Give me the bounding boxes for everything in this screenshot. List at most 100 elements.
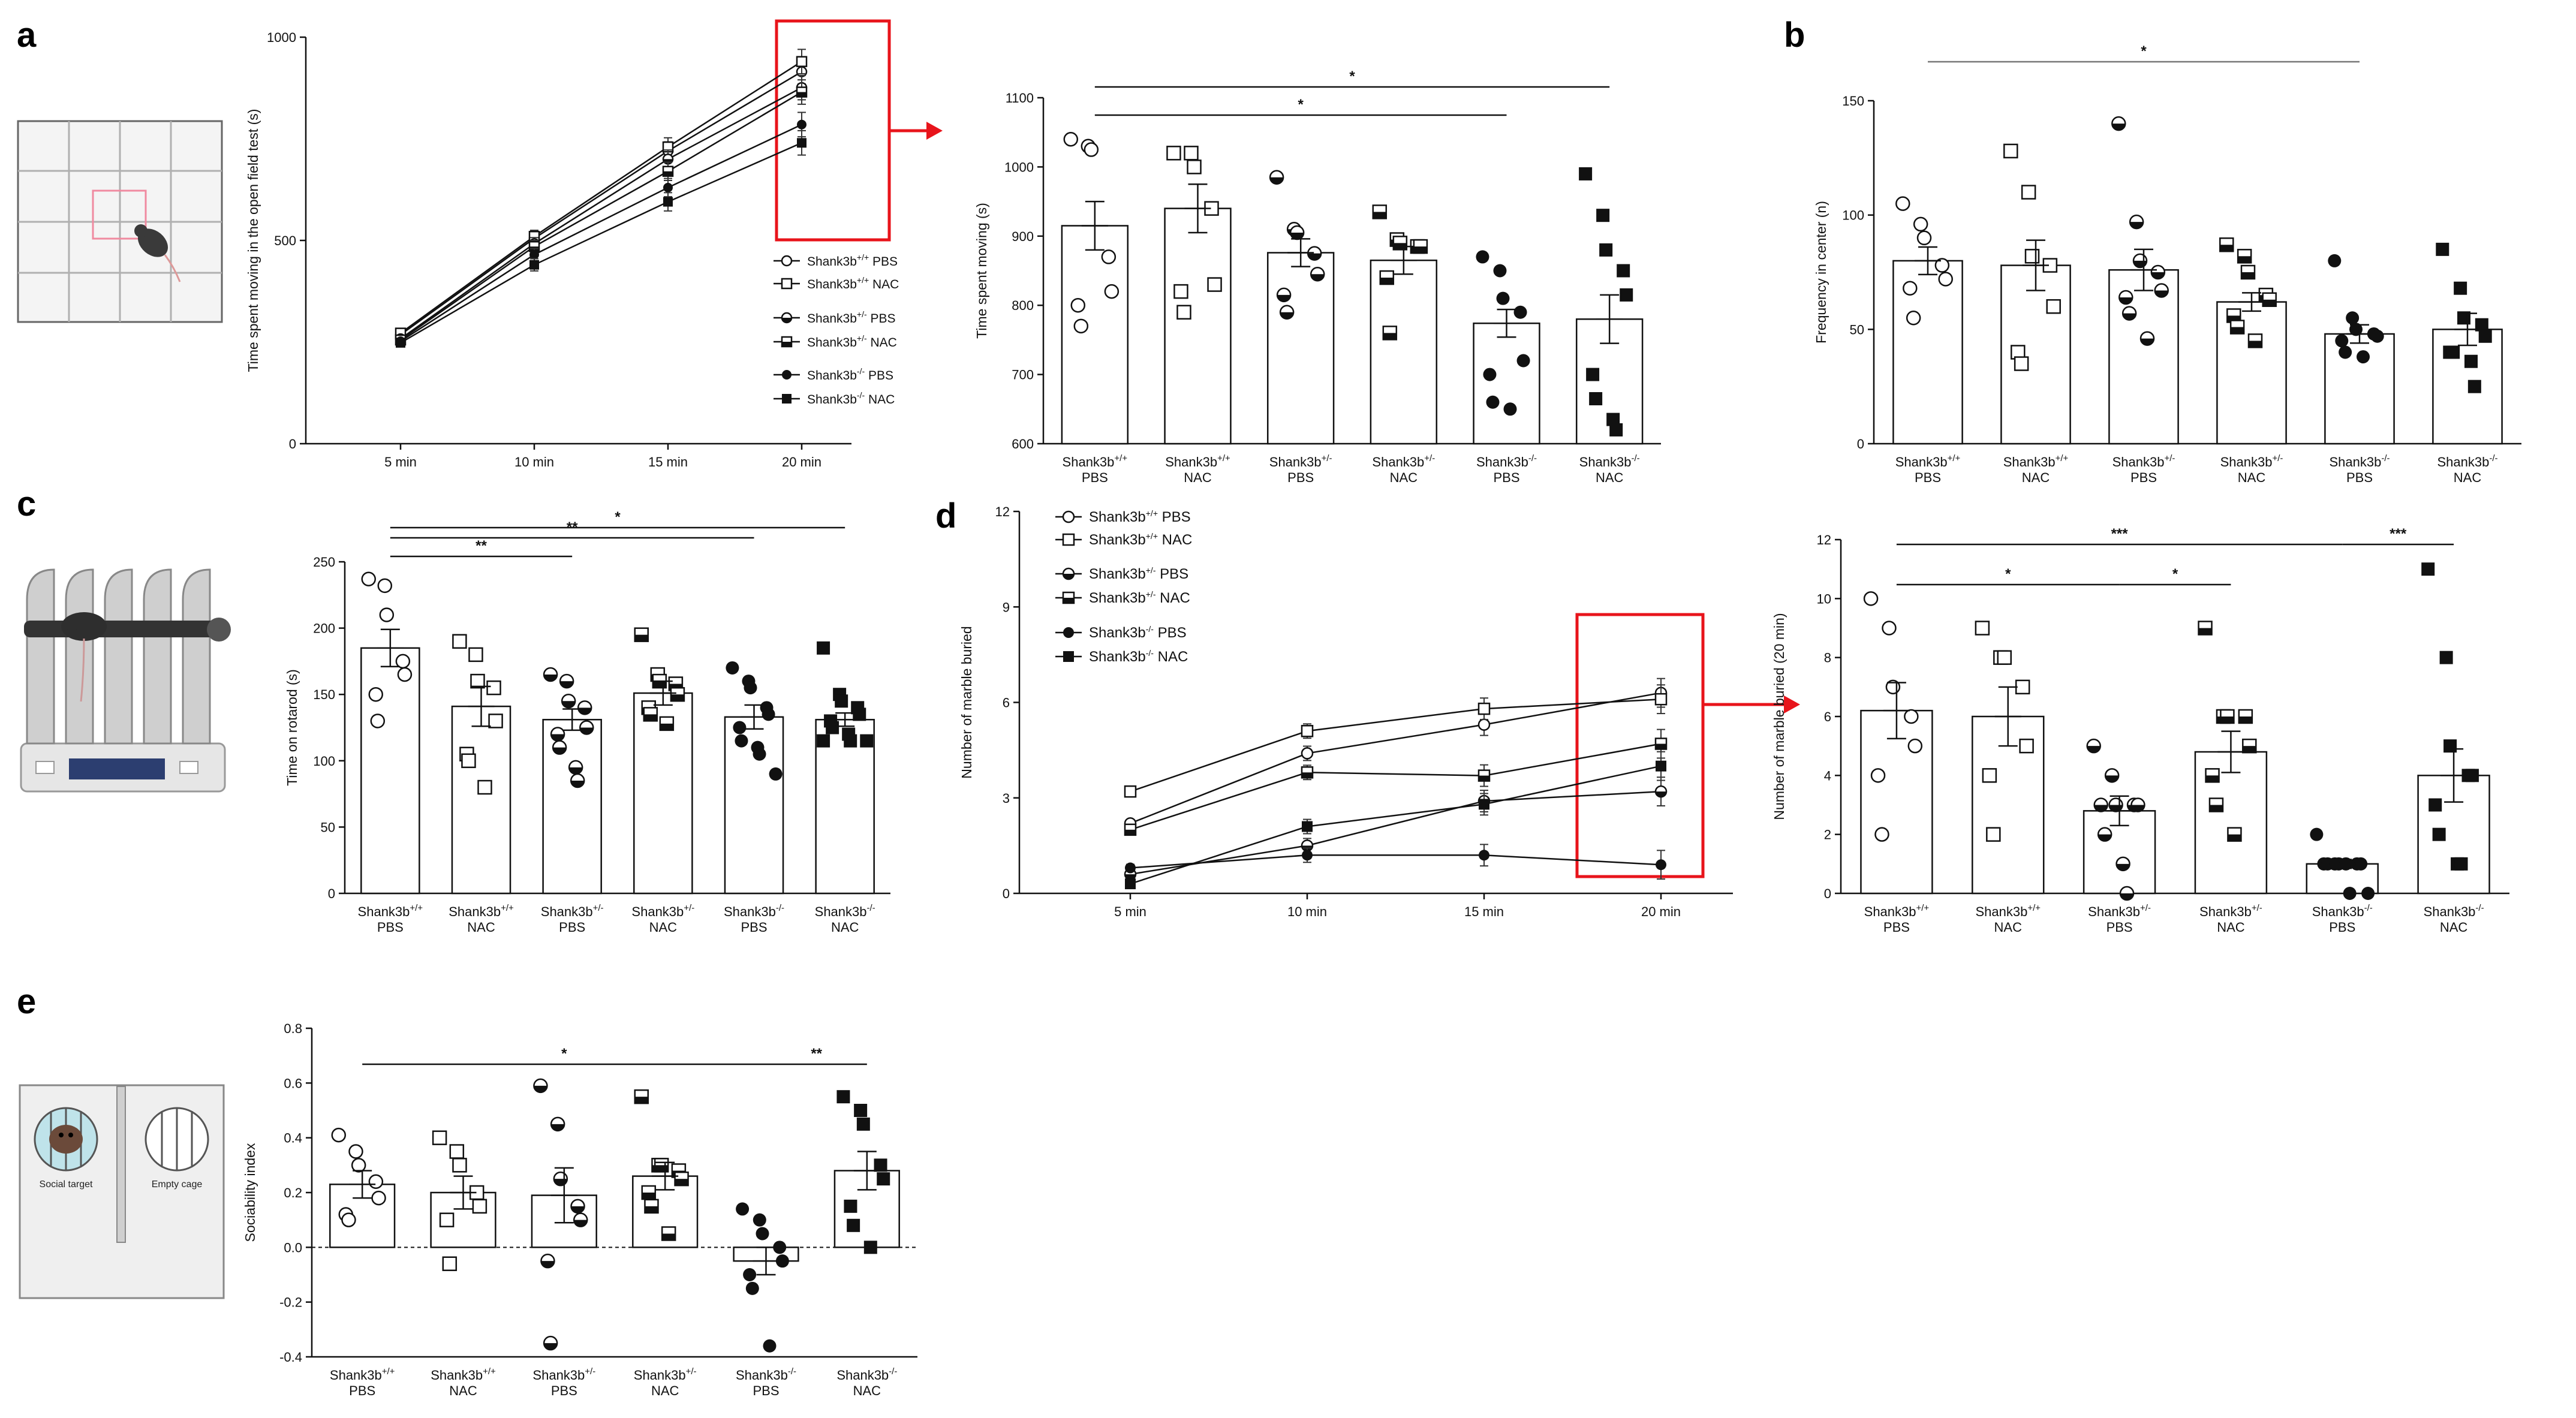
x-tick-label: PBS [2130, 470, 2157, 485]
x-tick-label: Shank3b+/+ [2003, 453, 2069, 469]
y-tick-label: -0.4 [279, 1350, 302, 1365]
data-point-fill [1270, 177, 1284, 184]
label-genotype: +/- [2140, 903, 2151, 913]
data-point-fill [553, 747, 567, 754]
x-tick-label: NAC [1184, 470, 1212, 485]
y-tick-label: 2 [1824, 827, 1831, 842]
series-line [400, 124, 802, 342]
data-point [397, 667, 413, 682]
data-point [2443, 739, 2457, 753]
legend-marker [782, 370, 792, 380]
label-genotype: +/+ [2056, 453, 2069, 463]
data-point [1599, 243, 1613, 257]
y-axis-title: Time on rotarod (s) [284, 669, 300, 786]
data-point [1173, 284, 1188, 299]
significance-label: ** [476, 538, 487, 554]
data-point [877, 1172, 890, 1186]
data-point-fill [2087, 746, 2100, 753]
x-tick-label: NAC [1596, 470, 1624, 485]
x-tick-label: Shank3b+/- [532, 1366, 595, 1383]
data-point-fill [2119, 297, 2133, 304]
legend-treatment: PBS [865, 369, 893, 383]
x-tick-label: 5 min [384, 454, 417, 469]
y-tick-label: 1000 [1004, 159, 1034, 174]
series-line [1130, 698, 1662, 793]
data-point-fill [2151, 272, 2165, 279]
label-prefix: Shank3b [358, 904, 410, 919]
legend-label: Shank3b+/- NAC [1089, 589, 1190, 606]
data-point [1125, 862, 1136, 874]
data-point-fill [1280, 312, 1294, 319]
data-point [331, 1127, 347, 1143]
data-point [1483, 368, 1497, 381]
data-point [863, 1241, 877, 1254]
data-point [1104, 284, 1120, 299]
legend-label: Shank3b-/- NAC [1089, 648, 1188, 665]
chart-d-line: 0 3 6 9 12 5 min 10 min 15 min 20 min Number of m… [959, 504, 1733, 919]
data-point-fill [541, 1261, 555, 1268]
x-tick-label: NAC [2217, 920, 2245, 935]
label-genotype: +/+ [1948, 453, 1961, 463]
y-tick-label: 6 [1003, 696, 1010, 710]
data-point-fill [1302, 772, 1313, 778]
data-point-fill [2262, 299, 2276, 306]
y-tick-label: 4 [1824, 768, 1831, 783]
data-point [826, 721, 839, 734]
data-point-fill [574, 1220, 588, 1227]
series-line [1130, 743, 1662, 831]
data-point [1513, 305, 1527, 319]
label-genotype: +/- [585, 1366, 595, 1377]
data-point-fill [2105, 775, 2119, 782]
bar [2324, 333, 2395, 445]
arrow-a [890, 122, 943, 140]
data-point [377, 578, 393, 594]
data-point [663, 182, 673, 192]
data-point-fill [2116, 863, 2130, 871]
data-point [1486, 395, 1500, 409]
data-point [2439, 651, 2453, 664]
data-point [856, 1117, 870, 1131]
data-point [2015, 679, 2030, 695]
data-point [1579, 167, 1593, 180]
data-point [2310, 827, 2324, 841]
x-tick-label: PBS [1915, 470, 1941, 485]
data-point [756, 1227, 769, 1241]
sociability-illustration: Social target Empty cage [19, 1084, 225, 1299]
data-point [1606, 413, 1620, 426]
data-point [2019, 738, 2034, 754]
data-point-fill [2130, 222, 2144, 229]
data-point [1207, 277, 1222, 292]
label-genotype: +/+ [382, 1366, 395, 1377]
series-line [400, 142, 802, 344]
data-point [1609, 423, 1623, 436]
data-point [1479, 850, 1489, 861]
x-tick-label: Shank3b-/- [1476, 453, 1537, 469]
data-point [361, 571, 376, 587]
data-point-fill [660, 723, 673, 730]
x-tick-label: 10 min [514, 454, 554, 469]
data-point [1516, 354, 1530, 368]
data-point [529, 260, 539, 270]
bar [1164, 207, 1232, 445]
data-point-fill [663, 171, 673, 176]
data-point [1656, 859, 1666, 871]
data-point [2421, 562, 2435, 576]
legend-treatment: PBS [1155, 566, 1188, 582]
data-point-fill [645, 1206, 658, 1213]
data-point [486, 680, 501, 696]
label-prefix: Shank3b [724, 904, 776, 919]
legend-marker [781, 255, 793, 267]
significance-label: *** [2390, 526, 2407, 542]
y-tick-label: -0.2 [279, 1295, 302, 1310]
data-point [379, 607, 395, 622]
data-point-fill [2098, 834, 2112, 841]
data-point [2024, 249, 2040, 264]
label-prefix: Shank3b [1864, 904, 1916, 919]
x-tick-label: 10 min [1287, 904, 1327, 919]
data-point [2467, 380, 2481, 393]
legend-genotype: +/+ [1146, 531, 1158, 541]
y-tick-label: 0.8 [284, 1021, 302, 1036]
legend-genotype: -/- [857, 366, 865, 376]
data-point-fill [1656, 743, 1666, 749]
